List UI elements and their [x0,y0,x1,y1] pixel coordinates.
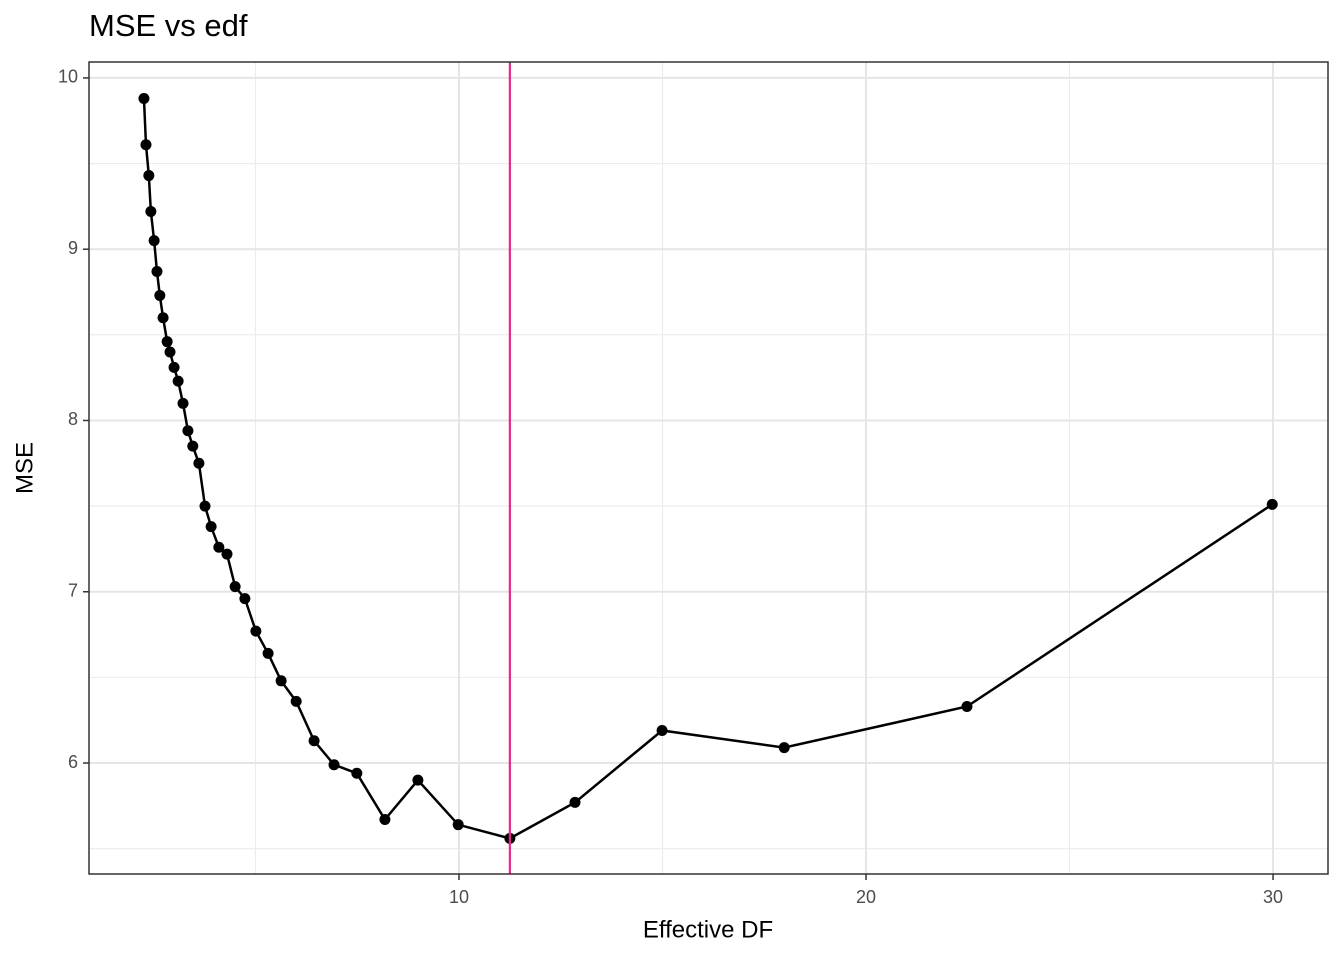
point [145,206,157,218]
point [229,581,241,593]
point [262,647,274,659]
x-axis-title: Effective DF [643,916,773,943]
x-tick-label: 10 [449,887,469,907]
point [164,346,176,358]
point [148,235,160,247]
point [961,700,973,712]
point [187,440,199,452]
point [328,759,340,771]
point [221,548,233,560]
y-tick-label: 9 [68,238,78,258]
point [290,695,302,707]
point [157,312,169,324]
point [161,336,173,348]
point [138,92,150,104]
point [351,767,363,779]
point [275,675,287,687]
y-tick-label: 8 [68,409,78,429]
point [143,170,155,182]
point [1266,498,1278,510]
point [205,521,217,533]
point [140,139,152,151]
chart-title: MSE vs edf [89,8,248,43]
point [172,375,184,387]
point [151,265,163,277]
point [193,457,205,469]
point [154,289,166,301]
point [250,625,262,637]
point [168,361,180,373]
point [569,796,581,808]
point [308,735,320,747]
y-tick-label: 7 [68,580,78,600]
point [213,541,225,553]
y-tick-label: 10 [58,67,78,87]
point [656,724,668,736]
point [177,397,189,409]
point [452,819,464,831]
point [778,742,790,754]
y-axis-title: MSE [11,442,38,494]
point [239,593,251,605]
panel-border [88,61,1329,875]
y-tick-label: 6 [68,752,78,772]
point [182,425,194,437]
point [412,774,424,786]
x-tick-label: 30 [1263,887,1283,907]
point [199,500,211,512]
point [379,814,391,826]
x-tick-label: 20 [856,887,876,907]
